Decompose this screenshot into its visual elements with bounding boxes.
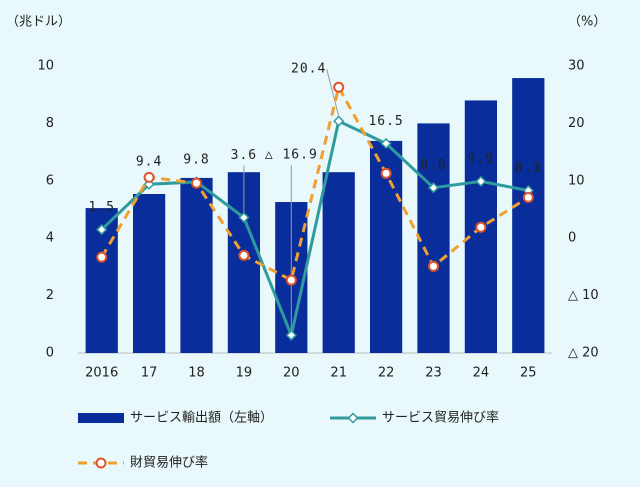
marker [427, 182, 440, 194]
legend-label: サービス輸出額（左軸） [130, 411, 273, 426]
x-tick-label: 19 [236, 366, 253, 381]
y-unit-label: （兆ドル） [6, 15, 71, 30]
marker [285, 329, 297, 341]
bar [512, 78, 545, 353]
data-label: 8.8 [420, 158, 446, 173]
marker [143, 171, 155, 183]
y-tick-label: 10 [37, 59, 54, 74]
y-tick-label: 4 [46, 231, 54, 246]
x-tick-label: 21 [330, 366, 347, 381]
data-label: 3.6 [231, 148, 257, 163]
data-label: 9.9 [468, 152, 494, 167]
data-label: 16.5 [368, 114, 403, 129]
data-label: 8.3 [515, 161, 541, 176]
data-label: 9.8 [183, 152, 209, 167]
marker [380, 137, 392, 150]
legend-label: サービス貿易伸び率 [382, 410, 499, 426]
marker [96, 224, 108, 236]
y-tick-label: 2 [46, 288, 54, 303]
line [100, 83, 530, 283]
marker [475, 175, 487, 187]
y2-tick-label: 30 [568, 59, 585, 74]
x-tick-label: 18 [188, 366, 205, 381]
marker [333, 81, 345, 93]
marker [191, 177, 202, 189]
bar [180, 177, 213, 353]
x-tick-label: 23 [425, 366, 442, 381]
marker [333, 115, 345, 127]
marker [238, 249, 250, 261]
y2-tick-label: 20 [568, 116, 585, 131]
line [100, 118, 529, 341]
marker [522, 191, 534, 203]
y2-tick-label: 10 [568, 173, 585, 188]
marker [96, 251, 108, 263]
bar [322, 172, 355, 353]
data-label: △ 16.9 [265, 148, 318, 163]
data-label: 20.4 [291, 62, 326, 77]
bar [417, 123, 450, 354]
leader-line [326, 68, 340, 117]
marker [238, 211, 250, 224]
x-tick-label: 20 [283, 366, 300, 381]
marker [475, 221, 487, 233]
x-tick-label: 22 [378, 366, 395, 381]
y2-tick-label: 0 [568, 231, 576, 246]
y2-tick-label: △ 20 [568, 346, 599, 361]
legend-marker [95, 457, 107, 469]
y-tick-label: 0 [46, 346, 54, 361]
marker [428, 260, 439, 272]
x-tick-label: 2016 [85, 366, 118, 381]
x-tick-label: 25 [520, 366, 537, 381]
data-label: 1.5 [88, 200, 114, 215]
marker [285, 274, 297, 286]
y2-unit-label: （%） [568, 15, 606, 30]
legend-marker [347, 412, 359, 424]
legend-swatch [78, 413, 124, 423]
x-tick-label: 17 [141, 366, 158, 381]
x-tick-label: 24 [473, 366, 490, 381]
y-tick-label: 8 [46, 116, 54, 131]
bar [132, 194, 166, 353]
data-label: 9.4 [136, 155, 162, 170]
y-tick-label: 6 [46, 173, 54, 188]
marker [380, 167, 392, 179]
legend-label: 財貿易伸び率 [130, 455, 208, 471]
y2-tick-label: △ 10 [568, 288, 599, 303]
